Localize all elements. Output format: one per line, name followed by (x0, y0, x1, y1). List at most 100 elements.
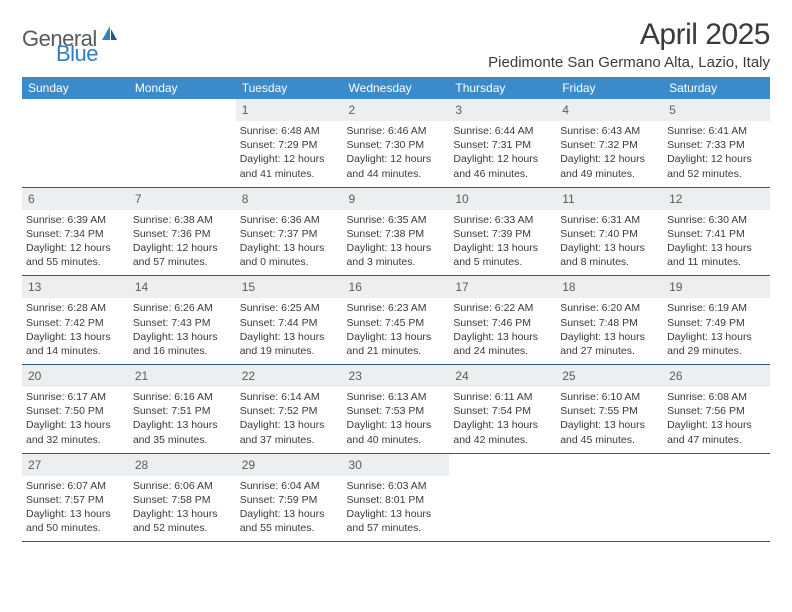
calendar-week: 1Sunrise: 6:48 AMSunset: 7:29 PMDaylight… (22, 99, 770, 187)
daylight-text: Daylight: 13 hours and 57 minutes. (347, 507, 446, 535)
sunset-text: Sunset: 7:30 PM (347, 138, 446, 152)
day-number-row: 4 (556, 99, 663, 121)
calendar-cell: 14Sunrise: 6:26 AMSunset: 7:43 PMDayligh… (129, 276, 236, 365)
daylight-text: Daylight: 12 hours and 41 minutes. (240, 152, 339, 180)
daylight-text: Daylight: 13 hours and 45 minutes. (560, 418, 659, 446)
calendar-cell-empty (22, 99, 129, 187)
sunrise-text: Sunrise: 6:35 AM (347, 213, 446, 227)
cell-body: Sunrise: 6:10 AMSunset: 7:55 PMDaylight:… (560, 390, 659, 447)
cell-body: Sunrise: 6:33 AMSunset: 7:39 PMDaylight:… (453, 213, 552, 270)
sunset-text: Sunset: 7:32 PM (560, 138, 659, 152)
daylight-text: Daylight: 13 hours and 14 minutes. (26, 330, 125, 358)
sunrise-text: Sunrise: 6:19 AM (667, 301, 766, 315)
sunset-text: Sunset: 7:58 PM (133, 493, 232, 507)
sunrise-text: Sunrise: 6:11 AM (453, 390, 552, 404)
calendar-cell: 16Sunrise: 6:23 AMSunset: 7:45 PMDayligh… (343, 276, 450, 365)
day-number-row: 10 (449, 188, 556, 210)
sunset-text: Sunset: 7:50 PM (26, 404, 125, 418)
calendar-cell-empty (663, 453, 770, 542)
day-number-row: 5 (663, 99, 770, 121)
calendar-cell: 12Sunrise: 6:30 AMSunset: 7:41 PMDayligh… (663, 187, 770, 276)
daylight-text: Daylight: 13 hours and 35 minutes. (133, 418, 232, 446)
sunset-text: Sunset: 7:48 PM (560, 316, 659, 330)
day-number: 18 (562, 280, 575, 294)
sunset-text: Sunset: 7:59 PM (240, 493, 339, 507)
daylight-text: Daylight: 13 hours and 0 minutes. (240, 241, 339, 269)
daylight-text: Daylight: 12 hours and 44 minutes. (347, 152, 446, 180)
calendar-cell: 23Sunrise: 6:13 AMSunset: 7:53 PMDayligh… (343, 365, 450, 454)
calendar-body: 1Sunrise: 6:48 AMSunset: 7:29 PMDaylight… (22, 99, 770, 542)
day-number: 19 (669, 280, 682, 294)
day-number-row: 19 (663, 276, 770, 298)
day-number: 4 (562, 103, 569, 117)
sunset-text: Sunset: 7:31 PM (453, 138, 552, 152)
sunrise-text: Sunrise: 6:33 AM (453, 213, 552, 227)
day-number-row: 29 (236, 454, 343, 476)
calendar-cell: 21Sunrise: 6:16 AMSunset: 7:51 PMDayligh… (129, 365, 236, 454)
daylight-text: Daylight: 13 hours and 3 minutes. (347, 241, 446, 269)
sunrise-text: Sunrise: 6:08 AM (667, 390, 766, 404)
day-number-row: 24 (449, 365, 556, 387)
cell-body: Sunrise: 6:08 AMSunset: 7:56 PMDaylight:… (667, 390, 766, 447)
day-number: 20 (28, 369, 41, 383)
location-text: Piedimonte San Germano Alta, Lazio, Ital… (488, 54, 770, 71)
day-header: Tuesday (236, 77, 343, 99)
daylight-text: Daylight: 13 hours and 47 minutes. (667, 418, 766, 446)
sunset-text: Sunset: 7:44 PM (240, 316, 339, 330)
daylight-text: Daylight: 13 hours and 52 minutes. (133, 507, 232, 535)
daylight-text: Daylight: 13 hours and 19 minutes. (240, 330, 339, 358)
day-number: 28 (135, 458, 148, 472)
sunrise-text: Sunrise: 6:39 AM (26, 213, 125, 227)
cell-body: Sunrise: 6:43 AMSunset: 7:32 PMDaylight:… (560, 124, 659, 181)
day-number-row: 15 (236, 276, 343, 298)
day-number-row: 30 (343, 454, 450, 476)
day-number-row: 26 (663, 365, 770, 387)
daylight-text: Daylight: 13 hours and 50 minutes. (26, 507, 125, 535)
day-number: 23 (349, 369, 362, 383)
daylight-text: Daylight: 12 hours and 46 minutes. (453, 152, 552, 180)
calendar-cell: 20Sunrise: 6:17 AMSunset: 7:50 PMDayligh… (22, 365, 129, 454)
calendar-head: SundayMondayTuesdayWednesdayThursdayFrid… (22, 77, 770, 99)
daylight-text: Daylight: 12 hours and 57 minutes. (133, 241, 232, 269)
sunset-text: Sunset: 7:55 PM (560, 404, 659, 418)
day-number-row: 27 (22, 454, 129, 476)
cell-body: Sunrise: 6:38 AMSunset: 7:36 PMDaylight:… (133, 213, 232, 270)
day-number-row: 12 (663, 188, 770, 210)
day-number-row: 25 (556, 365, 663, 387)
sunrise-text: Sunrise: 6:16 AM (133, 390, 232, 404)
day-number-row: 11 (556, 188, 663, 210)
day-number: 5 (669, 103, 676, 117)
sunrise-text: Sunrise: 6:44 AM (453, 124, 552, 138)
day-number-row: 21 (129, 365, 236, 387)
calendar-week: 13Sunrise: 6:28 AMSunset: 7:42 PMDayligh… (22, 276, 770, 365)
day-number: 21 (135, 369, 148, 383)
daylight-text: Daylight: 13 hours and 16 minutes. (133, 330, 232, 358)
sunset-text: Sunset: 7:39 PM (453, 227, 552, 241)
cell-body: Sunrise: 6:20 AMSunset: 7:48 PMDaylight:… (560, 301, 659, 358)
daylight-text: Daylight: 13 hours and 40 minutes. (347, 418, 446, 446)
sunset-text: Sunset: 7:33 PM (667, 138, 766, 152)
daylight-text: Daylight: 12 hours and 55 minutes. (26, 241, 125, 269)
calendar-cell-empty (556, 453, 663, 542)
cell-body: Sunrise: 6:36 AMSunset: 7:37 PMDaylight:… (240, 213, 339, 270)
cell-body: Sunrise: 6:23 AMSunset: 7:45 PMDaylight:… (347, 301, 446, 358)
daylight-text: Daylight: 13 hours and 37 minutes. (240, 418, 339, 446)
day-number-row: 13 (22, 276, 129, 298)
calendar-cell: 6Sunrise: 6:39 AMSunset: 7:34 PMDaylight… (22, 187, 129, 276)
sunrise-text: Sunrise: 6:03 AM (347, 479, 446, 493)
calendar-cell: 8Sunrise: 6:36 AMSunset: 7:37 PMDaylight… (236, 187, 343, 276)
cell-body: Sunrise: 6:19 AMSunset: 7:49 PMDaylight:… (667, 301, 766, 358)
day-header: Sunday (22, 77, 129, 99)
sunrise-text: Sunrise: 6:30 AM (667, 213, 766, 227)
daylight-text: Daylight: 13 hours and 29 minutes. (667, 330, 766, 358)
day-number: 10 (455, 192, 468, 206)
day-number-row: 2 (343, 99, 450, 121)
calendar-cell: 7Sunrise: 6:38 AMSunset: 7:36 PMDaylight… (129, 187, 236, 276)
day-number: 9 (349, 192, 356, 206)
day-number: 1 (242, 103, 249, 117)
day-number-row: 23 (343, 365, 450, 387)
cell-body: Sunrise: 6:25 AMSunset: 7:44 PMDaylight:… (240, 301, 339, 358)
day-number: 2 (349, 103, 356, 117)
sunrise-text: Sunrise: 6:04 AM (240, 479, 339, 493)
sunset-text: Sunset: 7:56 PM (667, 404, 766, 418)
